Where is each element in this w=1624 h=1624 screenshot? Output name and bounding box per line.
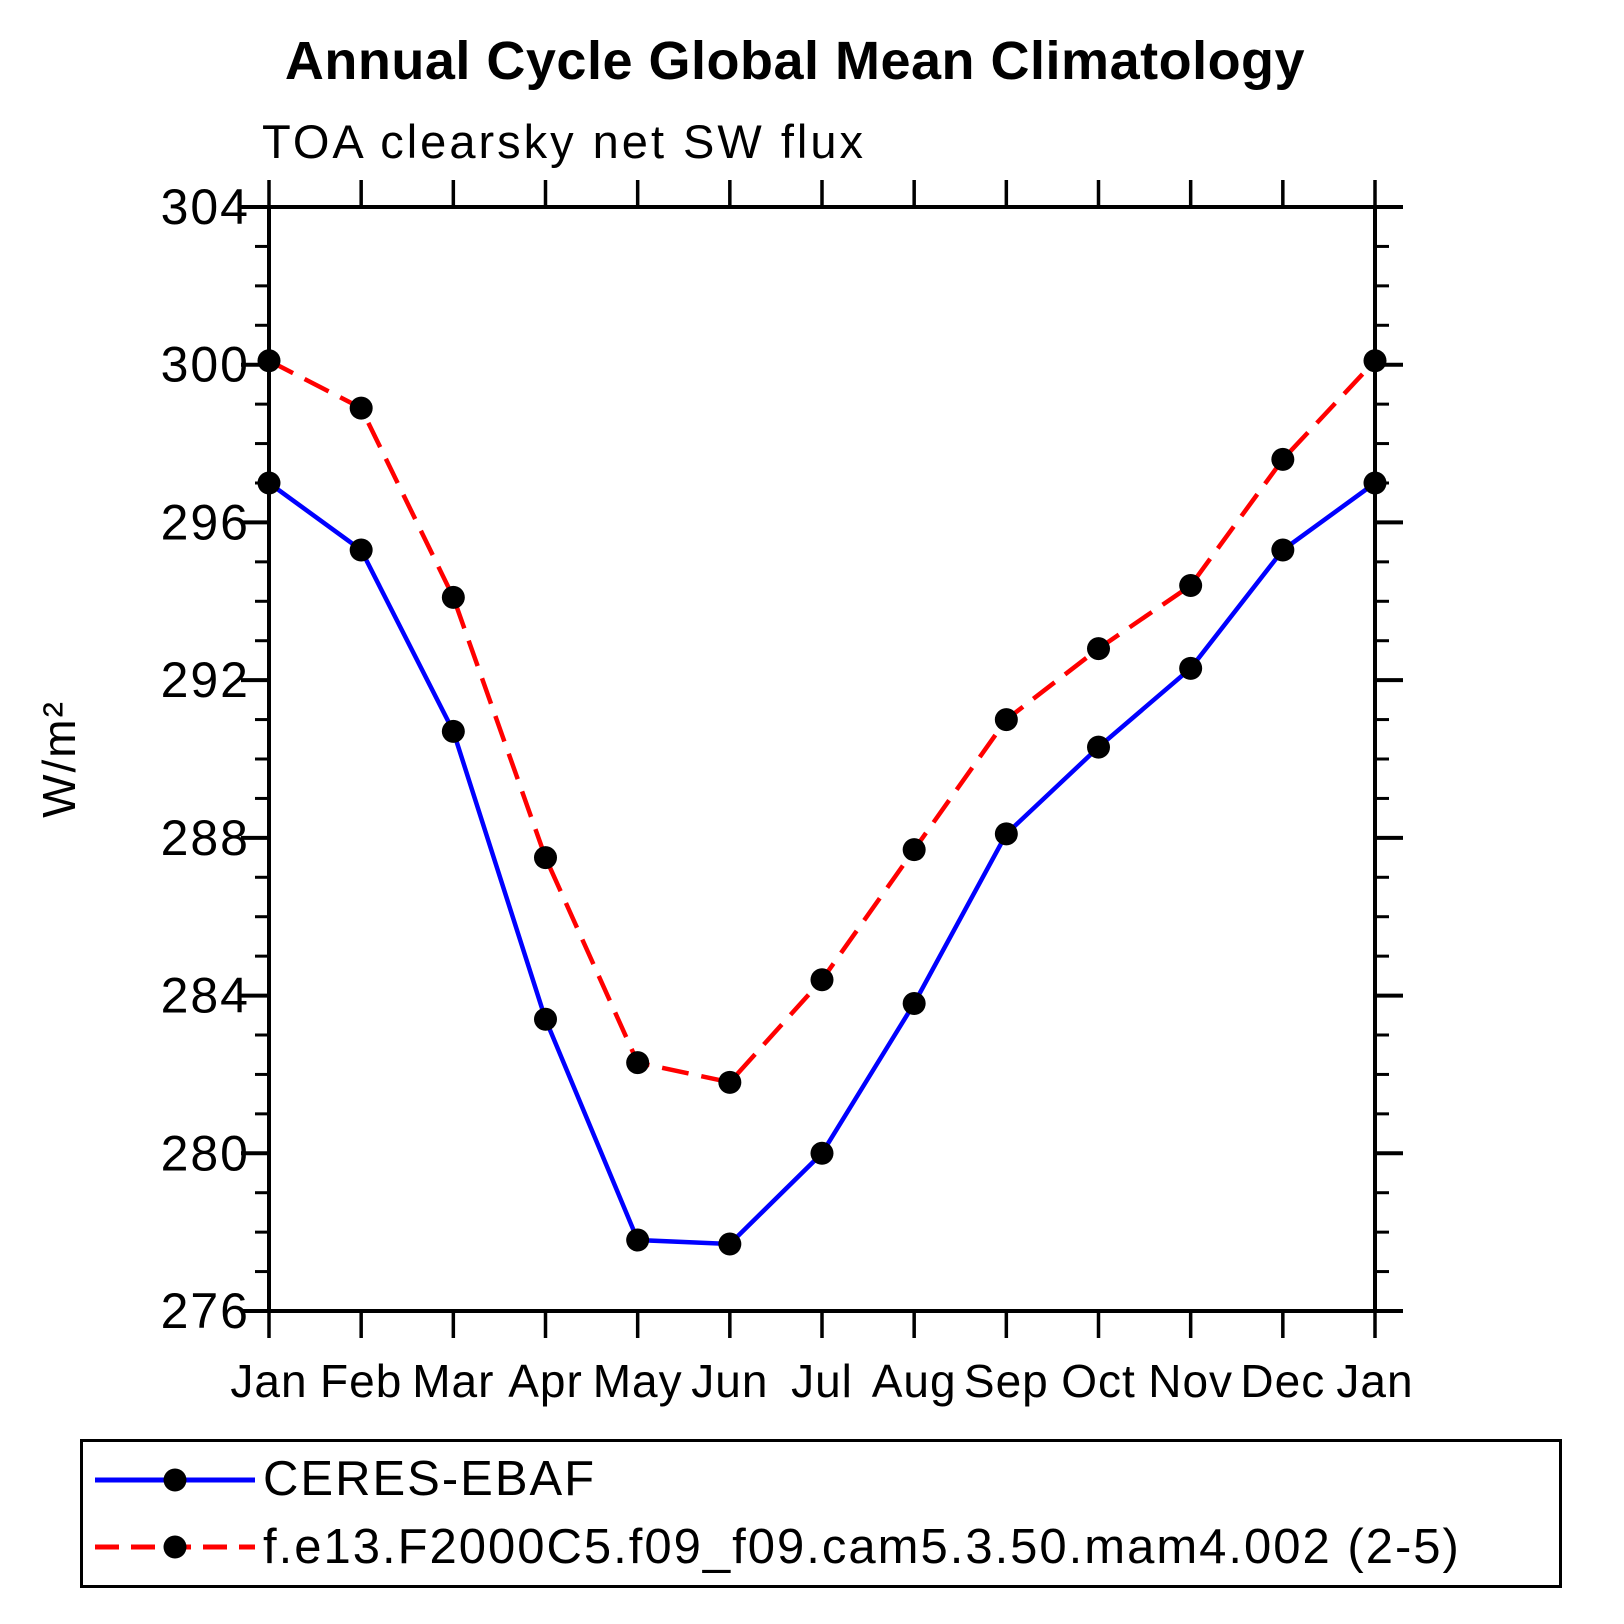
- legend-marker-dot: [163, 1468, 187, 1492]
- legend-box: CERES-EBAF f.e13.F2000C5.f09_f09.cam5.3.…: [80, 1439, 1562, 1588]
- x-tick-label: Apr: [508, 1355, 583, 1407]
- legend-marker-dot: [163, 1535, 187, 1559]
- data-point-marker: [1087, 637, 1110, 661]
- data-point-marker: [1179, 574, 1203, 598]
- series-line-ceres-ebaf: [267, 481, 1377, 1247]
- data-point-marker: [1179, 656, 1203, 680]
- x-tick-label: Nov: [1148, 1355, 1233, 1407]
- x-tick-label: Sep: [964, 1355, 1049, 1407]
- data-point-marker: [1363, 471, 1387, 495]
- data-point-marker: [441, 719, 465, 743]
- legend-entry-ceres-ebaf: CERES-EBAF: [91, 1448, 1555, 1512]
- data-point-marker: [1363, 349, 1387, 373]
- x-tick-label: Jun: [691, 1355, 768, 1407]
- x-tick-label: Feb: [320, 1355, 402, 1407]
- legend-label-ceres-ebaf: CERES-EBAF: [263, 1452, 597, 1507]
- legend-sample-dashed-line: [95, 1535, 255, 1559]
- data-point-marker: [626, 1051, 650, 1075]
- data-point-marker: [626, 1228, 650, 1252]
- data-point-marker: [349, 538, 373, 562]
- x-tick-label: Jul: [791, 1355, 853, 1407]
- data-point-marker: [994, 708, 1018, 732]
- x-tick-label: Jan: [1336, 1355, 1413, 1407]
- data-point-marker: [718, 1070, 742, 1094]
- data-point-marker: [810, 968, 834, 992]
- y-tick-label: 276: [161, 1283, 250, 1339]
- y-tick-label: 280: [161, 1125, 250, 1181]
- data-point-marker: [718, 1232, 742, 1256]
- x-tick-label: May: [593, 1355, 683, 1407]
- y-tick-label: 296: [161, 494, 250, 550]
- y-tick-label: 292: [161, 652, 250, 708]
- chart-subtitle: TOA clearsky net SW flux: [262, 115, 866, 168]
- y-tick-label: 288: [161, 810, 250, 866]
- data-point-marker: [1087, 735, 1110, 759]
- page-title: Annual Cycle Global Mean Climatology: [284, 31, 1306, 91]
- data-point-marker: [994, 822, 1018, 846]
- x-tick-label: Oct: [1061, 1355, 1136, 1407]
- data-point-marker: [441, 585, 465, 609]
- y-axis-title: W/m²: [33, 700, 85, 818]
- data-point-marker: [810, 1141, 834, 1165]
- data-point-marker: [349, 396, 373, 420]
- x-tick-label: Jan: [230, 1355, 307, 1407]
- y-tick-label: 304: [161, 179, 250, 235]
- x-tick-label: Mar: [412, 1355, 494, 1407]
- data-point-marker: [1271, 447, 1295, 471]
- y-tick-label: 300: [161, 337, 250, 393]
- data-point-marker: [902, 838, 926, 862]
- data-point-marker: [534, 1007, 557, 1031]
- data-point-marker: [257, 349, 281, 373]
- data-point-marker: [1271, 538, 1295, 562]
- legend-entry-model: f.e13.F2000C5.f09_f09.cam5.3.50.mam4.002…: [91, 1515, 1555, 1579]
- y-tick-label: 284: [161, 968, 250, 1024]
- data-point-marker: [257, 471, 281, 495]
- data-point-marker: [902, 991, 926, 1015]
- legend-sample-solid-line: [95, 1468, 255, 1492]
- x-tick-label: Aug: [872, 1355, 957, 1407]
- data-point-marker: [534, 846, 557, 870]
- legend-label-model: f.e13.F2000C5.f09_f09.cam5.3.50.mam4.002…: [263, 1519, 1461, 1574]
- x-tick-label: Dec: [1240, 1355, 1325, 1407]
